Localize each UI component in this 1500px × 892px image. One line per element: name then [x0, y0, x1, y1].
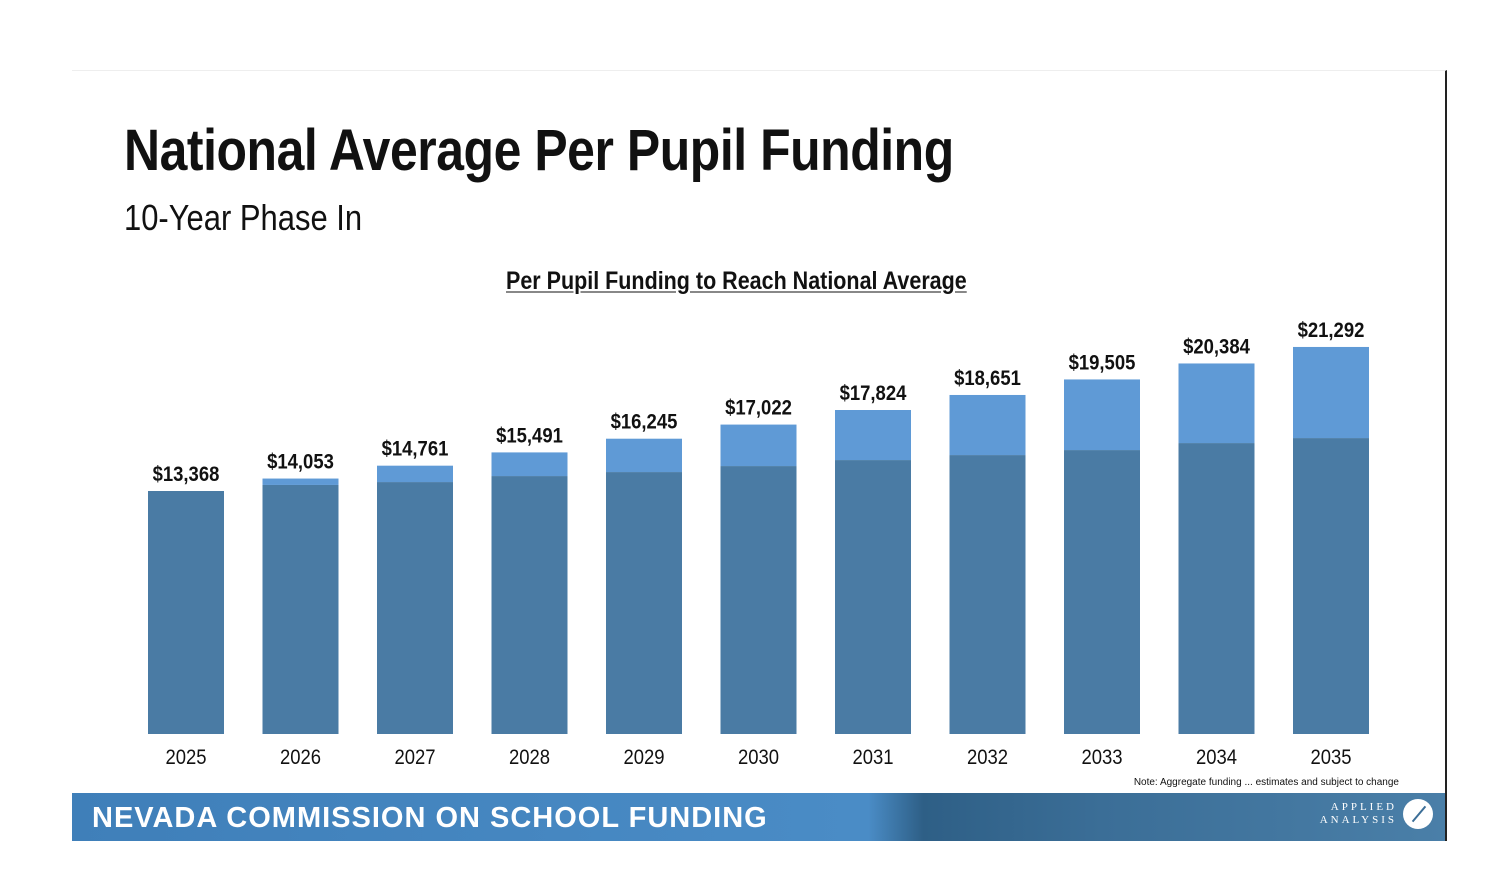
bar-increase-segment	[606, 438, 682, 473]
data-label: $13,368	[153, 463, 220, 486]
data-label: $14,761	[382, 438, 449, 461]
x-tick-label: 2034	[1196, 746, 1237, 769]
bar-base-segment	[720, 466, 797, 734]
bar-base-segment	[262, 484, 339, 734]
data-label: $18,651	[954, 367, 1021, 390]
logo-line1: APPLIED	[1330, 801, 1397, 813]
x-tick-label: 2033	[1081, 746, 1122, 769]
x-tick-label: 2031	[852, 746, 893, 769]
bar-base-segment	[606, 472, 682, 734]
data-label: $19,505	[1069, 351, 1136, 374]
footer-banner: NEVADA COMMISSION ON SCHOOL FUNDING APPL…	[72, 793, 1445, 841]
bar-increase-segment	[720, 424, 797, 467]
logo-icon	[1403, 799, 1433, 829]
bar-base-segment	[835, 460, 911, 734]
x-tick-label: 2032	[967, 746, 1008, 769]
x-tick-label: 2026	[280, 746, 321, 769]
bar-increase-segment	[949, 394, 1026, 456]
bar-increase-segment	[491, 452, 568, 477]
bar-increase-segment	[1293, 346, 1369, 439]
x-tick-label: 2030	[738, 746, 779, 769]
data-label: $21,292	[1298, 319, 1365, 342]
x-tick-label: 2035	[1310, 746, 1351, 769]
logo-line2: ANALYSIS	[1319, 814, 1397, 826]
bar-base-segment	[1178, 443, 1255, 734]
slide: National Average Per Pupil Funding 10-Ye…	[72, 70, 1447, 841]
x-tick-label: 2025	[165, 746, 206, 769]
data-label: $17,824	[840, 382, 907, 405]
footer-text: NEVADA COMMISSION ON SCHOOL FUNDING	[92, 802, 768, 834]
x-tick-label: 2027	[394, 746, 435, 769]
bar-increase-segment	[262, 478, 339, 485]
x-tick-label: 2028	[509, 746, 550, 769]
chart-title: Per Pupil Funding to Reach National Aver…	[506, 267, 967, 295]
slide-title: National Average Per Pupil Funding	[124, 118, 954, 183]
data-label: $15,491	[496, 424, 563, 447]
bar-base-segment	[1064, 450, 1140, 734]
bar-base-segment	[949, 455, 1026, 734]
bar-chart: $13,368 2025 $14,053 2026 $14,761 2027 $15,491…	[148, 319, 1369, 769]
bar-base-segment	[377, 482, 453, 734]
bar-base-segment	[491, 476, 568, 734]
bar-increase-segment	[1064, 379, 1140, 451]
applied-analysis-logo: APPLIED ANALYSIS	[1320, 799, 1433, 829]
data-label: $16,245	[611, 411, 678, 434]
bar-increase-segment	[1178, 363, 1255, 444]
data-label: $20,384	[1183, 335, 1250, 358]
slide-subtitle: 10-Year Phase In	[124, 197, 363, 238]
data-label: $14,053	[267, 450, 334, 473]
bar-increase-segment	[835, 410, 911, 461]
data-label: $17,022	[725, 397, 792, 420]
bar-base-segment	[1293, 438, 1369, 734]
bar-increase-segment	[377, 465, 453, 483]
x-tick-label: 2029	[623, 746, 664, 769]
footnote: Note: Aggregate funding ... estimates an…	[1133, 777, 1399, 788]
bar-base-segment	[148, 491, 224, 734]
